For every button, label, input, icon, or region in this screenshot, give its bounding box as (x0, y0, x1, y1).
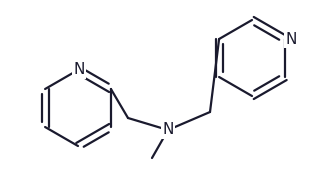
Text: N: N (286, 31, 297, 47)
Text: N: N (73, 63, 85, 77)
Text: N: N (162, 123, 174, 137)
